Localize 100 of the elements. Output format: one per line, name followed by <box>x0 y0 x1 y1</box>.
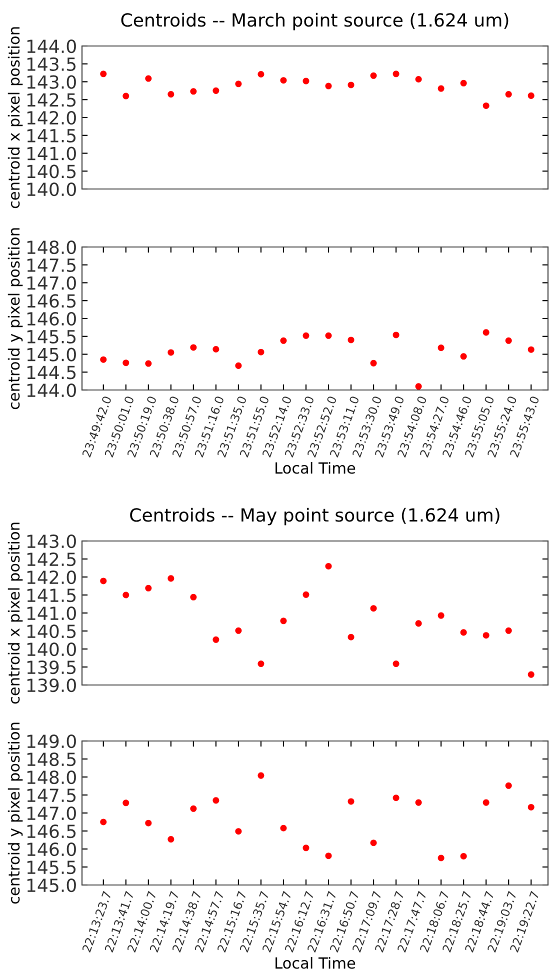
point <box>392 70 400 78</box>
point <box>122 360 130 366</box>
point <box>190 594 197 600</box>
point <box>212 87 220 94</box>
point <box>235 828 242 835</box>
point <box>235 362 242 369</box>
y-tick-label: 142.5 <box>27 93 76 107</box>
y-tick-label: 148.5 <box>27 752 76 766</box>
point <box>325 562 332 570</box>
y-tick-label: 147.0 <box>27 276 76 290</box>
y-tick-label: 144.5 <box>27 366 76 380</box>
point <box>258 348 264 356</box>
y-tick-label: 146.0 <box>27 842 76 856</box>
y-tick-label: 145.0 <box>27 348 76 362</box>
point <box>212 797 220 804</box>
y-tick-label: 143.0 <box>27 534 76 548</box>
y-tick-label: 143.5 <box>27 57 76 71</box>
point <box>145 584 152 592</box>
point <box>122 592 130 598</box>
y-tick-label: 148.0 <box>27 240 76 254</box>
y-tick-label: 140.0 <box>27 642 76 656</box>
y-tick-label: 146.5 <box>27 294 76 308</box>
x-axis-title: Local Time <box>276 462 356 474</box>
y-tick-label: 143.0 <box>27 75 76 89</box>
point <box>460 80 467 86</box>
point <box>325 82 332 90</box>
y-tick-label: 149.0 <box>27 734 76 748</box>
point <box>212 636 220 643</box>
point <box>392 660 400 668</box>
point <box>280 824 287 832</box>
point <box>460 629 467 636</box>
point <box>145 360 152 367</box>
point <box>482 102 490 109</box>
point <box>370 605 377 612</box>
y-axis-title: centroid x pixel position <box>8 522 23 704</box>
y-tick-label: 141.5 <box>27 129 76 142</box>
point <box>100 356 107 363</box>
point <box>505 337 512 344</box>
point <box>302 844 310 852</box>
y-tick-label: 145.0 <box>27 878 76 892</box>
point <box>235 80 242 88</box>
point <box>370 360 377 366</box>
point <box>280 337 287 344</box>
point <box>528 346 534 353</box>
point <box>460 353 467 360</box>
y-tick-label: 142.0 <box>27 570 76 584</box>
point <box>145 75 152 82</box>
point <box>392 332 400 338</box>
y-tick-label: 142.0 <box>27 110 76 125</box>
y-tick-label: 141.5 <box>27 588 76 602</box>
y-tick-label: 147.5 <box>27 788 76 802</box>
point <box>460 852 467 860</box>
point <box>370 72 377 79</box>
point <box>438 344 444 352</box>
y-tick-label: 140.5 <box>27 624 76 638</box>
point <box>258 660 264 668</box>
y-tick-label: 142.5 <box>27 552 76 566</box>
y-axis-title: centroid y pixel position <box>8 228 23 410</box>
point <box>168 349 174 356</box>
y-tick-label: 139.0 <box>27 678 76 692</box>
point <box>190 805 197 812</box>
y-axis-title: centroid x pixel position <box>8 27 23 208</box>
point <box>122 800 130 806</box>
chart-title: Centroids -- May point source (1.624 um) <box>130 508 500 526</box>
point <box>168 836 174 843</box>
point <box>348 634 354 640</box>
x-axis-title: Local Time <box>276 956 356 969</box>
point <box>528 671 534 678</box>
y-tick-label: 147.0 <box>27 806 76 820</box>
point <box>392 794 400 802</box>
y-tick-label: 144.0 <box>27 39 76 54</box>
y-tick-label: 139.5 <box>27 660 76 674</box>
point <box>190 88 197 95</box>
point <box>100 578 107 584</box>
point <box>145 820 152 826</box>
point <box>100 70 107 78</box>
point <box>482 632 490 639</box>
point <box>212 346 220 352</box>
y-tick-label: 146.0 <box>27 312 76 326</box>
point <box>438 854 444 862</box>
y-axis-title: centroid y pixel position <box>8 722 23 904</box>
point <box>168 91 174 98</box>
point <box>348 336 354 344</box>
point <box>438 85 444 92</box>
point <box>348 82 354 88</box>
point <box>505 782 512 789</box>
point <box>258 70 264 78</box>
point <box>190 344 197 351</box>
point <box>438 612 444 619</box>
point <box>168 575 174 582</box>
y-tick-label: 141.0 <box>27 606 76 620</box>
y-tick-label: 140.5 <box>27 164 76 178</box>
point <box>415 383 422 390</box>
point <box>370 840 377 846</box>
point <box>280 77 287 84</box>
y-tick-label: 141.0 <box>27 146 76 160</box>
y-tick-label: 145.5 <box>27 860 76 874</box>
y-tick-label: 144.0 <box>27 383 76 398</box>
point <box>302 591 310 598</box>
point <box>302 332 310 339</box>
